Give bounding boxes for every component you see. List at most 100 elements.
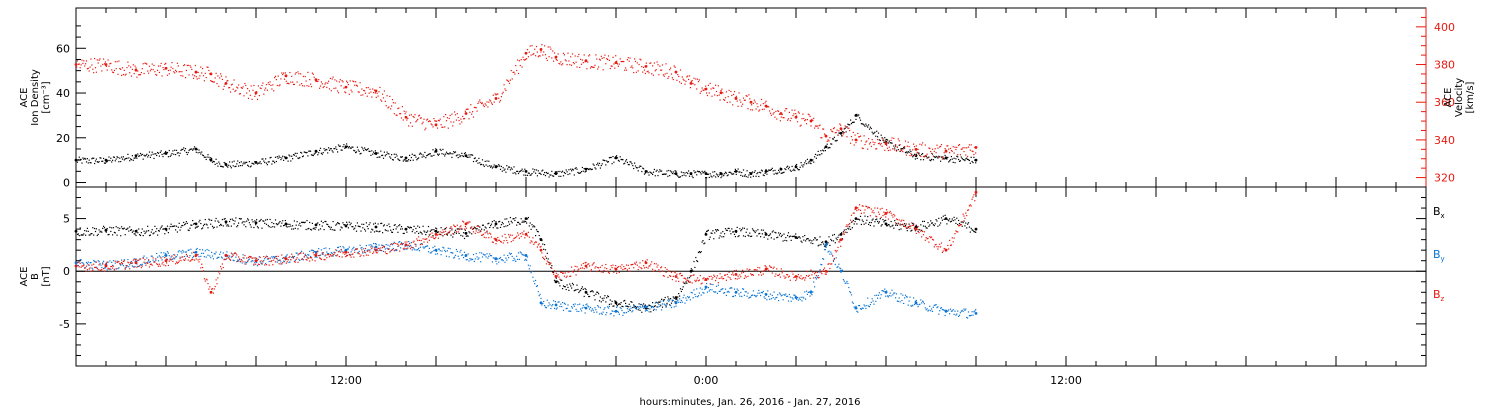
scatter-dot [391, 231, 393, 233]
scatter-dot [416, 120, 418, 122]
scatter-dot [944, 148, 946, 150]
scatter-dot [292, 81, 294, 83]
scatter-dot [400, 156, 403, 158]
scatter-dot [462, 155, 464, 157]
scatter-dot [292, 158, 294, 160]
scatter-dot [772, 170, 774, 172]
scatter-dot [503, 254, 505, 256]
scatter-dot [417, 249, 419, 251]
scatter-dot [558, 301, 560, 303]
scatter-dot [382, 245, 385, 247]
scatter-dot [435, 253, 437, 255]
scatter-dot [287, 82, 289, 84]
scatter-dot [899, 301, 901, 303]
scatter-dot [98, 161, 100, 163]
scatter-dot [786, 108, 788, 110]
scatter-dot [376, 92, 378, 94]
scatter-dot [543, 173, 545, 176]
scatter-dot [874, 131, 876, 133]
scatter-dot [409, 114, 411, 116]
scatter-dot [296, 252, 298, 254]
scatter-dot [666, 72, 668, 74]
scatter-dot [874, 142, 876, 144]
scatter-dot [801, 300, 803, 302]
scatter-dot [462, 254, 464, 256]
scatter-dot [174, 72, 176, 74]
scatter-dot [397, 243, 399, 246]
scatter-dot [477, 225, 479, 227]
scatter-dot [85, 230, 88, 232]
scatter-dot [945, 218, 947, 220]
scatter-dot [145, 262, 147, 264]
scatter-dot [648, 72, 650, 74]
scatter-dot [613, 161, 615, 163]
scatter-dot [854, 134, 856, 136]
scatter-dot [343, 224, 345, 226]
scatter-dot [260, 218, 262, 221]
scatter-dot [136, 76, 138, 78]
scatter-dot [831, 130, 833, 132]
scatter-dot [837, 265, 839, 268]
scatter-dot [966, 227, 968, 229]
scatter-dot [508, 252, 511, 254]
scatter-dot [751, 172, 753, 175]
scatter-dot [420, 232, 422, 234]
scatter-dot [119, 67, 121, 70]
scatter-dot [375, 230, 377, 232]
scatter-dot [642, 305, 644, 307]
scatter-dot [722, 288, 724, 290]
scatter-dot [98, 261, 100, 263]
scatter-dot [886, 147, 889, 149]
scatter-dot [520, 170, 522, 172]
scatter-dot [479, 226, 481, 228]
scatter-dot [92, 268, 94, 270]
scatter-dot [934, 223, 936, 225]
scatter-dot [242, 257, 244, 259]
scatter-dot [382, 232, 384, 234]
scatter-dot [894, 292, 896, 294]
scatter-dot [262, 260, 264, 262]
scatter-dot [691, 80, 693, 82]
scatter-dot [211, 288, 213, 290]
scatter-dot [703, 243, 705, 245]
scatter-dot [572, 284, 574, 286]
scatter-dot [482, 253, 484, 255]
scatter-dot [930, 220, 932, 222]
data-point [974, 227, 978, 231]
scatter-dot [697, 260, 699, 263]
scatter-dot [322, 251, 324, 254]
scatter-dot [562, 175, 565, 177]
scatter-dot [87, 264, 89, 266]
scatter-dot [656, 61, 658, 63]
scatter-dot [476, 159, 478, 162]
scatter-dot [751, 294, 754, 296]
data-point [224, 163, 228, 167]
scatter-dot [654, 302, 656, 304]
scatter-dot [405, 160, 407, 162]
scatter-dot [941, 308, 943, 311]
scatter-dot [653, 308, 655, 310]
scatter-dot [358, 253, 360, 255]
scatter-dot [239, 260, 241, 263]
scatter-dot [211, 81, 214, 83]
scatter-dot [175, 225, 178, 227]
scatter-dot [616, 157, 619, 159]
scatter-dot [851, 227, 853, 229]
scatter-dot [780, 295, 782, 297]
scatter-dot [520, 59, 522, 61]
scatter-dot [579, 66, 581, 69]
scatter-dot [232, 88, 234, 90]
scatter-dot [111, 227, 113, 229]
scatter-dot [733, 231, 735, 233]
scatter-dot [243, 224, 245, 226]
scatter-dot [400, 247, 402, 249]
scatter-dot [491, 261, 493, 263]
scatter-dot [499, 99, 502, 102]
scatter-dot [228, 164, 230, 166]
scatter-dot [772, 230, 774, 232]
scatter-dot [118, 260, 120, 263]
scatter-dot [224, 162, 226, 164]
scatter-dot [175, 149, 178, 151]
scatter-dot [466, 258, 468, 261]
scatter-dot [268, 260, 270, 263]
